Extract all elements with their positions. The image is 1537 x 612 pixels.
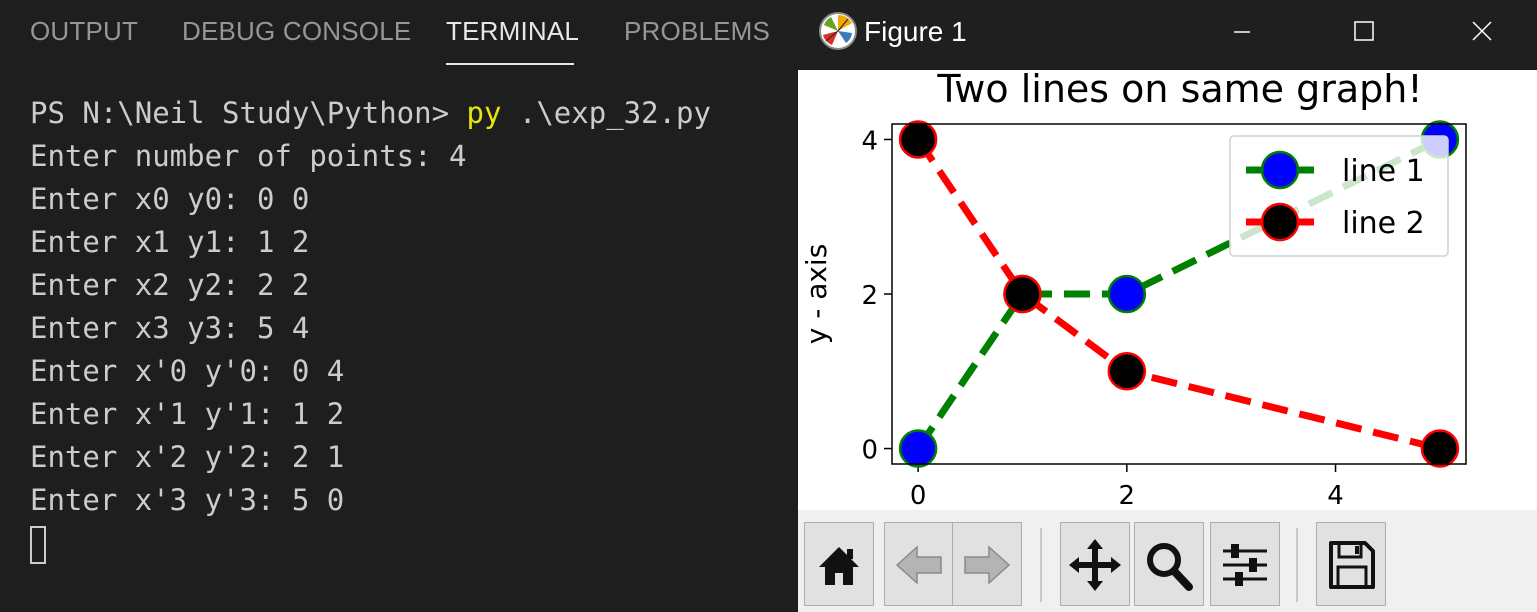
home-button[interactable] bbox=[804, 522, 874, 606]
command-exe: py bbox=[466, 96, 502, 130]
terminal-line: Enter x2 y2: 2 2 bbox=[30, 268, 310, 302]
series-2-point bbox=[1107, 352, 1147, 391]
x-tick-label: 4 bbox=[1327, 481, 1344, 510]
minimize-button[interactable] bbox=[1206, 0, 1278, 64]
configure-subplots-icon bbox=[1223, 544, 1267, 586]
home-icon bbox=[819, 547, 859, 585]
series-line-2 bbox=[915, 137, 1441, 452]
line-chart: Two lines on same graph! y - axis 0 2 4 0 2 4… bbox=[800, 70, 1467, 510]
terminal-line: Enter x0 y0: 0 0 bbox=[30, 182, 310, 216]
terminal-cursor bbox=[30, 526, 46, 564]
figure-window: Figure 1 Two lines on same graph! y - ax… bbox=[798, 0, 1537, 612]
legend-marker-swatch bbox=[1260, 202, 1300, 242]
window-title: Figure 1 bbox=[864, 16, 967, 47]
toolbar-separator bbox=[1296, 528, 1298, 602]
terminal-line: Enter x'0 y'0: 0 4 bbox=[30, 354, 345, 388]
pan-icon bbox=[1069, 539, 1121, 591]
terminal-output[interactable]: PS N:\Neil Study\Python> py .\exp_32.py … bbox=[30, 92, 711, 565]
back-arrow-icon bbox=[895, 545, 942, 585]
vscode-panel: OUTPUT DEBUG CONSOLE TERMINAL PROBLEMS P… bbox=[0, 0, 798, 565]
command-line: PS N:\Neil Study\Python> py .\exp_32.py bbox=[30, 92, 711, 135]
terminal-line: Enter x'1 y'1: 1 2 bbox=[30, 397, 345, 431]
tab-debug-console[interactable]: DEBUG CONSOLE bbox=[182, 16, 412, 46]
window-titlebar[interactable]: Figure 1 bbox=[798, 0, 1537, 70]
legend-label: line 2 bbox=[1342, 206, 1425, 241]
terminal-line: Enter number of points: 4 bbox=[30, 139, 467, 173]
maximize-button[interactable] bbox=[1328, 0, 1400, 64]
prompt: PS N:\Neil Study\Python> bbox=[30, 96, 467, 130]
close-icon bbox=[1472, 21, 1492, 41]
terminal-line: Enter x'3 y'3: 5 0 bbox=[30, 483, 345, 517]
terminal-line: Enter x3 y3: 5 4 bbox=[30, 311, 310, 345]
tab-output[interactable]: OUTPUT bbox=[30, 16, 139, 46]
terminal-line: Enter x1 y1: 1 2 bbox=[30, 225, 310, 259]
toolbar-separator bbox=[1040, 528, 1042, 602]
series-2-point bbox=[1420, 429, 1460, 468]
zoom-button[interactable] bbox=[1134, 522, 1204, 606]
x-tick-label: 2 bbox=[1119, 481, 1136, 510]
save-icon bbox=[1329, 541, 1375, 589]
series-2-point bbox=[1003, 274, 1042, 314]
series-2-point bbox=[898, 120, 938, 159]
close-button[interactable] bbox=[1446, 0, 1518, 64]
axis-ticks: 0 2 4 0 2 4 bbox=[861, 126, 1343, 510]
forward-button[interactable] bbox=[952, 522, 1022, 606]
back-button[interactable] bbox=[884, 522, 954, 606]
legend: line 1 line 2 bbox=[1229, 135, 1449, 257]
legend-label: line 1 bbox=[1342, 154, 1425, 189]
legend-marker-swatch bbox=[1260, 150, 1300, 190]
series-1-point bbox=[1107, 274, 1147, 314]
panel-tab-bar: OUTPUT DEBUG CONSOLE TERMINAL PROBLEMS bbox=[0, 0, 798, 70]
command-args: .\exp_32.py bbox=[501, 96, 711, 130]
x-tick-label: 0 bbox=[910, 481, 927, 510]
matplotlib-logo-icon bbox=[819, 12, 857, 50]
maximize-icon bbox=[1354, 21, 1374, 41]
y-tick-label: 2 bbox=[861, 281, 878, 311]
series-1-point bbox=[898, 429, 938, 468]
minimize-icon bbox=[1234, 31, 1250, 33]
axes-frame bbox=[891, 123, 1467, 465]
navigation-toolbar bbox=[798, 510, 1537, 612]
save-button[interactable] bbox=[1316, 522, 1386, 606]
tab-problems[interactable]: PROBLEMS bbox=[624, 16, 771, 46]
cursor-line bbox=[30, 522, 711, 565]
configure-subplots-button[interactable] bbox=[1210, 522, 1280, 606]
y-axis-label: y - axis bbox=[800, 244, 833, 345]
plot-canvas[interactable]: Two lines on same graph! y - axis 0 2 4 0 2 4… bbox=[798, 70, 1537, 510]
y-tick-label: 4 bbox=[861, 126, 878, 156]
pan-button[interactable] bbox=[1060, 522, 1130, 606]
chart-title: Two lines on same graph! bbox=[936, 70, 1422, 111]
zoom-icon bbox=[1147, 543, 1193, 591]
active-tab-indicator bbox=[446, 63, 574, 65]
tab-terminal[interactable]: TERMINAL bbox=[446, 16, 580, 46]
forward-arrow-icon bbox=[964, 545, 1011, 585]
y-tick-label: 0 bbox=[861, 436, 878, 466]
terminal-line: Enter x'2 y'2: 2 1 bbox=[30, 440, 345, 474]
